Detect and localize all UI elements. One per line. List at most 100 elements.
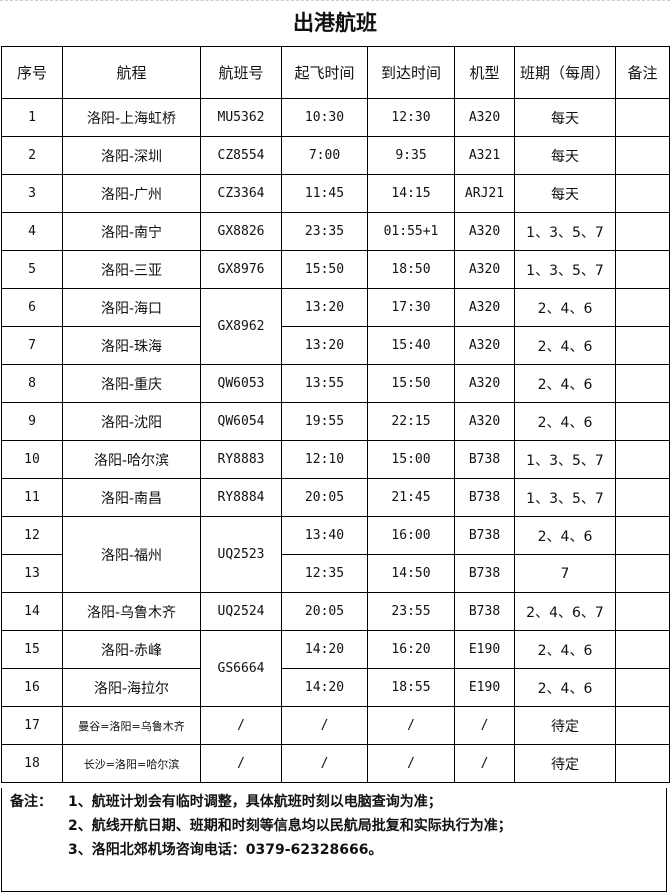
cell-flight: UQ2523 bbox=[200, 516, 282, 593]
cell-route: 洛阳-海拉尔 bbox=[62, 668, 201, 707]
cell-type: B738 bbox=[454, 440, 515, 479]
cell-flight: QW6053 bbox=[200, 364, 282, 403]
cell-arr: 21:45 bbox=[367, 478, 455, 517]
cell-days: 待定 bbox=[514, 744, 616, 783]
remark-note: 1、航班计划会有临时调整，具体航班时刻以电脑查询为准； bbox=[68, 794, 442, 810]
cell-arr: 15:40 bbox=[367, 326, 455, 365]
cell-no: 6 bbox=[1, 288, 63, 327]
table-row: 10 洛阳-哈尔滨 RY8883 12:10 15:00 B738 1、3、5、7 bbox=[1, 440, 670, 479]
cell-arr: 14:50 bbox=[367, 554, 455, 593]
cell-type: A320 bbox=[454, 212, 515, 251]
cell-no: 11 bbox=[1, 478, 63, 517]
cell-dep: 13:55 bbox=[281, 364, 368, 403]
cell-type: A320 bbox=[454, 364, 515, 403]
column-header: 起飞时间 bbox=[281, 46, 368, 99]
cell-note bbox=[615, 402, 670, 441]
table-row: 1 洛阳-上海虹桥 MU5362 10:30 12:30 A320 每天 bbox=[1, 98, 670, 137]
cell-flight: RY8884 bbox=[200, 478, 282, 517]
cell-note bbox=[615, 212, 670, 251]
table-row: 17 曼谷=洛阳=乌鲁木齐 / / / / 待定 bbox=[1, 706, 670, 745]
cell-days: 每天 bbox=[514, 98, 616, 137]
cell-type: A320 bbox=[454, 402, 515, 441]
cell-dep: 12:35 bbox=[281, 554, 368, 593]
cell-dep: 15:50 bbox=[281, 250, 368, 289]
column-header: 班期（每周） bbox=[514, 46, 616, 99]
cell-type: A321 bbox=[454, 136, 515, 175]
cell-dep: 12:10 bbox=[281, 440, 368, 479]
remark-note: 2、航线开航日期、班期和时刻等信息均以民航局批复和实际执行为准； bbox=[68, 818, 512, 834]
cell-days: 2、4、6 bbox=[514, 402, 616, 441]
table-row: 18 长沙=洛阳=哈尔滨 / / / / 待定 bbox=[1, 744, 670, 783]
cell-route: 洛阳-南宁 bbox=[62, 212, 201, 251]
cell-no: 17 bbox=[1, 706, 63, 745]
cell-dep: 11:45 bbox=[281, 174, 368, 213]
cell-route: 洛阳-福州 bbox=[62, 516, 201, 593]
cell-dep: 19:55 bbox=[281, 402, 368, 441]
cell-no: 1 bbox=[1, 98, 63, 137]
remark-note: 3、洛阳北郊机场咨询电话：0379-62328666。 bbox=[68, 842, 383, 858]
table-row: 14 洛阳-乌鲁木齐 UQ2524 20:05 23:55 B738 2、4、6、7 bbox=[1, 592, 670, 631]
cell-arr: 16:20 bbox=[367, 630, 455, 669]
cell-arr: 12:30 bbox=[367, 98, 455, 137]
cell-note bbox=[615, 478, 670, 517]
cell-type: B738 bbox=[454, 478, 515, 517]
cell-note bbox=[615, 250, 670, 289]
cell-note bbox=[615, 136, 670, 175]
cell-days: 2、4、6 bbox=[514, 288, 616, 327]
cell-no: 18 bbox=[1, 744, 63, 783]
cell-no: 16 bbox=[1, 668, 63, 707]
cell-note bbox=[615, 364, 670, 403]
cell-route: 洛阳-海口 bbox=[62, 288, 201, 327]
cell-note bbox=[615, 630, 670, 669]
cell-days: 2、4、6 bbox=[514, 516, 616, 555]
column-header: 航程 bbox=[62, 46, 201, 99]
cell-route: 长沙=洛阳=哈尔滨 bbox=[62, 744, 201, 783]
cell-days: 1、3、5、7 bbox=[514, 478, 616, 517]
cell-no: 9 bbox=[1, 402, 63, 441]
table-row: 6 洛阳-海口 GX8962 13:20 17:30 A320 2、4、6 bbox=[1, 288, 670, 365]
cell-route: 洛阳-赤峰 bbox=[62, 630, 201, 669]
flight-table: 序号 航程 航班号 起飞时间 到达时间 机型 班期（每周） 备注 1 洛阳-上海虹桥 MU5362… bbox=[1, 46, 670, 783]
cell-route: 洛阳-沈阳 bbox=[62, 402, 201, 441]
cell-route: 洛阳-珠海 bbox=[62, 326, 201, 365]
cell-arr: 17:30 bbox=[367, 288, 455, 327]
cell-type: A320 bbox=[454, 326, 515, 365]
cell-flight: GX8962 bbox=[200, 288, 282, 365]
cell-dep: 20:05 bbox=[281, 592, 368, 631]
cell-dep: 7:00 bbox=[281, 136, 368, 175]
cell-no: 2 bbox=[1, 136, 63, 175]
cell-type: B738 bbox=[454, 516, 515, 555]
table-row: 9 洛阳-沈阳 QW6054 19:55 22:15 A320 2、4、6 bbox=[1, 402, 670, 441]
cell-flight: / bbox=[200, 706, 282, 745]
cell-arr: 18:55 bbox=[367, 668, 455, 707]
table-row: 16 洛阳-海拉尔 14:20 18:55 E190 2、4、6 bbox=[1, 668, 670, 707]
cell-flight: UQ2524 bbox=[200, 592, 282, 631]
cell-no: 13 bbox=[1, 554, 63, 593]
cell-dep: 13:20 bbox=[281, 288, 368, 327]
remarks-section: 备注： 1、航班计划会有临时调整，具体航班时刻以电脑查询为准； 2、航线开航日期、… bbox=[1, 788, 667, 892]
cell-route: 洛阳-哈尔滨 bbox=[62, 440, 201, 479]
cell-note bbox=[615, 668, 670, 707]
cell-days: 1、3、5、7 bbox=[514, 250, 616, 289]
column-header: 航班号 bbox=[200, 46, 282, 99]
page-title: 出港航班 bbox=[0, 0, 670, 47]
cell-arr: / bbox=[367, 706, 455, 745]
cell-no: 10 bbox=[1, 440, 63, 479]
cell-note bbox=[615, 440, 670, 479]
cell-note bbox=[615, 98, 670, 137]
cell-days: 2、4、6 bbox=[514, 668, 616, 707]
cell-flight: GX8826 bbox=[200, 212, 282, 251]
cell-days: 2、4、6 bbox=[514, 364, 616, 403]
cell-route: 洛阳-重庆 bbox=[62, 364, 201, 403]
cell-flight: MU5362 bbox=[200, 98, 282, 137]
table-row: 11 洛阳-南昌 RY8884 20:05 21:45 B738 1、3、5、7 bbox=[1, 478, 670, 517]
cell-no: 12 bbox=[1, 516, 63, 555]
cell-note bbox=[615, 288, 670, 327]
cell-type: A320 bbox=[454, 250, 515, 289]
cell-days: 每天 bbox=[514, 174, 616, 213]
cell-arr: 23:55 bbox=[367, 592, 455, 631]
cell-note bbox=[615, 174, 670, 213]
cell-flight: CZ8554 bbox=[200, 136, 282, 175]
cell-route: 洛阳-广州 bbox=[62, 174, 201, 213]
cell-type: B738 bbox=[454, 592, 515, 631]
